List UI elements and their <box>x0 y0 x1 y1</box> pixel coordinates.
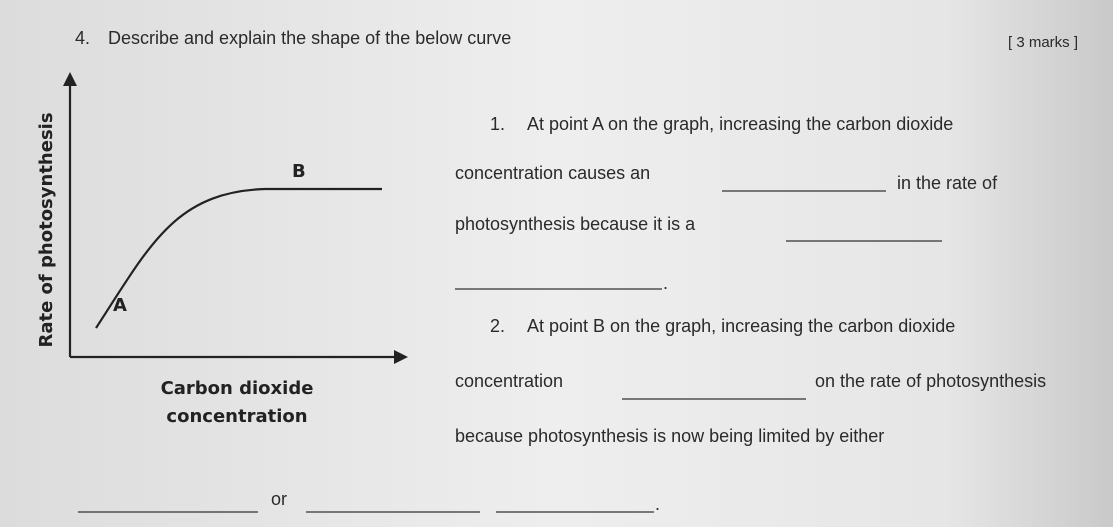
item-text: concentration <box>455 371 563 391</box>
x-axis-label: concentration <box>166 406 307 427</box>
item-text: in the rate of <box>897 173 998 193</box>
item-text: concentration causes an <box>455 163 650 183</box>
item-number: 1. <box>490 114 505 134</box>
item-text: because photosynthesis is now being limi… <box>455 426 884 446</box>
x-axis-label: Carbon dioxide <box>161 378 314 399</box>
marks: [ 3 marks ] <box>1008 34 1078 51</box>
item-text: At point A on the graph, increasing the … <box>527 114 953 134</box>
graph: Rate of photosynthesis Carbon dioxide co… <box>36 72 408 427</box>
curve <box>95 187 382 329</box>
item-text: on the rate of photosynthesis <box>815 371 1046 391</box>
point-label: B <box>292 161 306 182</box>
y-arrow <box>63 72 77 86</box>
question-text: Describe and explain the shape of the be… <box>108 28 511 48</box>
item-text: photosynthesis because it is a <box>455 214 696 234</box>
item-text: At point B on the graph, increasing the … <box>527 316 955 336</box>
item-number: 2. <box>490 316 505 336</box>
item-text: . <box>663 273 668 293</box>
item-text: . <box>655 494 660 514</box>
x-arrow <box>394 350 408 364</box>
item-text: or <box>271 489 287 509</box>
point-label: A <box>113 295 127 316</box>
question-number: 4. <box>75 28 90 48</box>
y-axis-label: Rate of photosynthesis <box>36 112 57 347</box>
